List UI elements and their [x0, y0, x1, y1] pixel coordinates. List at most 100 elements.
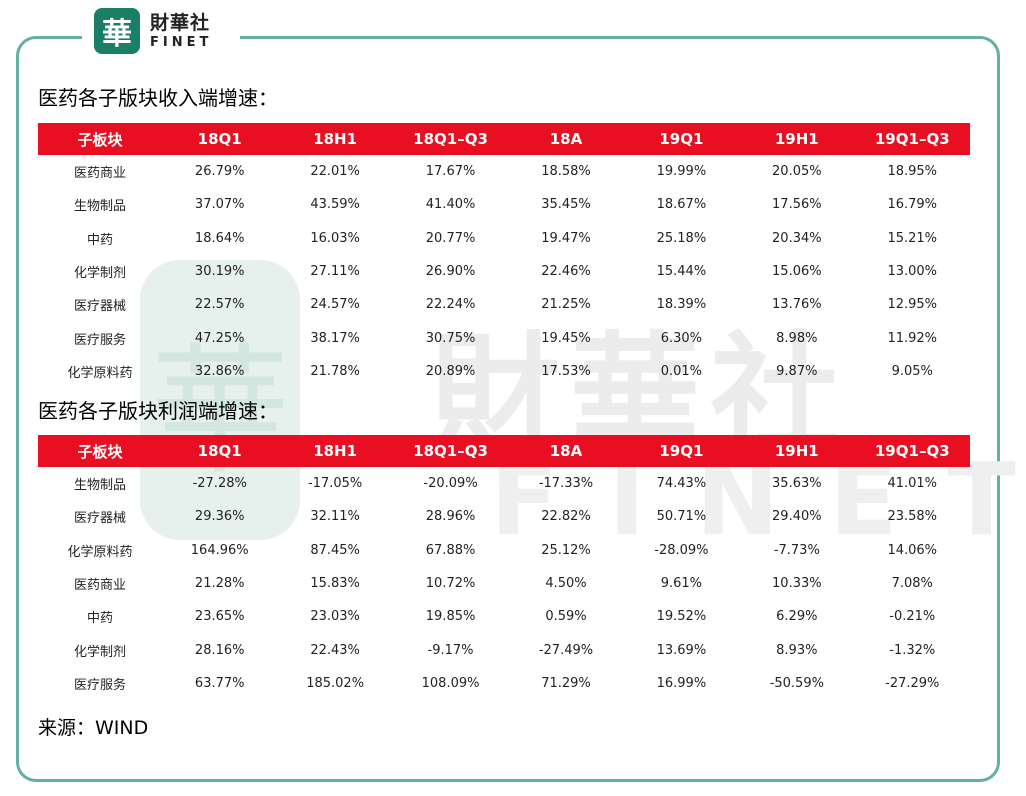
table-row: 生物制品 -27.28% -17.05% -20.09% -17.33% 74.… [38, 467, 970, 500]
sector-cell: 生物制品 [73, 199, 126, 215]
value-cell: 20.34% [772, 230, 822, 246]
value-cell: 17.53% [541, 363, 591, 379]
value-cell: 23.03% [310, 609, 360, 625]
column-header: 18Q1–Q3 [392, 123, 509, 155]
value-cell: 18.95% [887, 164, 938, 180]
sector-cell: 化学制剂 [73, 644, 126, 660]
sector-cell: 医药商业 [73, 578, 126, 594]
sector-cell: 化学制剂 [73, 266, 126, 282]
table-row: 医疗服务 47.25% 38.17% 30.75% 19.45% 6.30% 8… [38, 321, 970, 354]
table-header-row: 子板块 18Q1 18H1 18Q1–Q3 18A 19Q1 19H1 19Q1… [38, 435, 970, 467]
value-cell: 26.79% [194, 164, 245, 180]
column-header: 18A [508, 435, 624, 467]
value-cell: -50.59% [769, 675, 824, 691]
value-cell: -20.09% [423, 476, 478, 492]
value-cell: 15.83% [310, 576, 360, 592]
value-cell: 20.89% [425, 363, 476, 379]
value-cell: 47.25% [194, 330, 245, 346]
value-cell: 21.25% [541, 297, 591, 313]
value-cell: 8.93% [776, 642, 818, 658]
value-cell: 26.90% [425, 264, 476, 280]
value-cell: 16.03% [310, 230, 360, 246]
value-cell: 4.50% [545, 576, 587, 592]
value-cell: 50.71% [656, 509, 707, 525]
finet-logo: 華 財華社 FINET [82, 0, 240, 62]
revenue-growth-table: 子板块 18Q1 18H1 18Q1–Q3 18A 19Q1 19H1 19Q1… [38, 123, 970, 388]
value-cell: 23.65% [194, 609, 245, 625]
value-cell: 6.30% [660, 330, 703, 346]
sector-cell: 医药商业 [73, 166, 126, 182]
sector-cell: 医疗服务 [73, 332, 126, 348]
value-cell: 22.57% [194, 297, 245, 313]
value-cell: 13.76% [772, 297, 822, 313]
value-cell: 24.57% [310, 297, 360, 313]
value-cell: 13.00% [887, 264, 938, 280]
sector-cell: 中药 [86, 232, 113, 248]
value-cell: 25.18% [656, 230, 707, 246]
revenue-table-title: 医药各子版块收入端增速： [38, 86, 278, 110]
value-cell: 35.63% [772, 476, 822, 492]
value-cell: -17.05% [308, 476, 363, 492]
profit-table-title: 医药各子版块利润端增速： [38, 399, 278, 423]
value-cell: 185.02% [306, 675, 365, 691]
table-row: 医疗器械 29.36% 32.11% 28.96% 22.82% 50.71% … [38, 500, 970, 533]
value-cell: -1.32% [889, 642, 936, 658]
value-cell: 29.40% [772, 509, 822, 525]
sector-cell: 医疗器械 [73, 299, 126, 315]
value-cell: -28.09% [654, 542, 709, 558]
value-cell: 32.86% [194, 363, 245, 379]
table-row: 医药商业 21.28% 15.83% 10.72% 4.50% 9.61% 10… [38, 567, 970, 600]
value-cell: 67.88% [425, 542, 476, 558]
value-cell: 18.64% [194, 230, 245, 246]
value-cell: 9.05% [891, 363, 933, 379]
value-cell: 11.92% [887, 330, 938, 346]
sector-cell: 化学原料药 [67, 544, 133, 560]
value-cell: 6.29% [776, 609, 818, 625]
value-cell: 13.69% [656, 642, 707, 658]
value-cell: 30.75% [425, 330, 476, 346]
table-row: 医疗服务 63.77% 185.02% 108.09% 71.29% 16.99… [38, 667, 970, 700]
column-header: 19H1 [739, 435, 855, 467]
value-cell: -7.73% [773, 542, 820, 558]
sector-cell: 医疗服务 [73, 677, 126, 693]
value-cell: 37.07% [194, 197, 245, 213]
value-cell: 41.01% [887, 476, 938, 492]
value-cell: 0.59% [545, 609, 587, 625]
value-cell: 10.33% [772, 576, 822, 592]
value-cell: 16.79% [887, 197, 938, 213]
value-cell: 38.17% [310, 330, 360, 346]
value-cell: -17.33% [538, 476, 594, 492]
value-cell: 63.77% [194, 675, 245, 691]
column-header: 19Q1 [623, 435, 740, 467]
value-cell: 23.58% [887, 509, 938, 525]
profit-growth-table: 子板块 18Q1 18H1 18Q1–Q3 18A 19Q1 19H1 19Q1… [38, 435, 970, 700]
table-row: 化学制剂 30.19% 27.11% 26.90% 22.46% 15.44% … [38, 255, 970, 288]
column-header: 子板块 [38, 435, 162, 467]
value-cell: 71.29% [541, 675, 591, 691]
value-cell: 22.43% [310, 642, 360, 658]
column-header: 19H1 [739, 123, 855, 155]
value-cell: 19.52% [656, 609, 707, 625]
value-cell: 32.11% [310, 509, 360, 525]
value-cell: -27.49% [538, 642, 594, 658]
value-cell: 22.82% [541, 509, 591, 525]
value-cell: -9.17% [427, 642, 474, 658]
value-cell: 8.98% [776, 330, 818, 346]
value-cell: 16.99% [656, 675, 707, 691]
value-cell: 22.24% [425, 297, 476, 313]
table-row: 医疗器械 22.57% 24.57% 22.24% 21.25% 18.39% … [38, 288, 970, 321]
value-cell: 19.85% [425, 609, 476, 625]
value-cell: 9.61% [660, 576, 703, 592]
column-header: 18Q1 [162, 123, 278, 155]
value-cell: 21.28% [194, 576, 245, 592]
value-cell: 17.56% [772, 197, 822, 213]
table-row: 中药 18.64% 16.03% 20.77% 19.47% 25.18% 20… [38, 222, 970, 255]
value-cell: 15.21% [887, 230, 938, 246]
value-cell: 22.01% [310, 164, 360, 180]
value-cell: 9.87% [776, 363, 818, 379]
logo-wordmark: 財華社 FINET [150, 13, 212, 49]
value-cell: 30.19% [194, 264, 245, 280]
value-cell: 29.36% [194, 509, 245, 525]
column-header: 18H1 [277, 123, 393, 155]
value-cell: -27.29% [885, 675, 940, 691]
